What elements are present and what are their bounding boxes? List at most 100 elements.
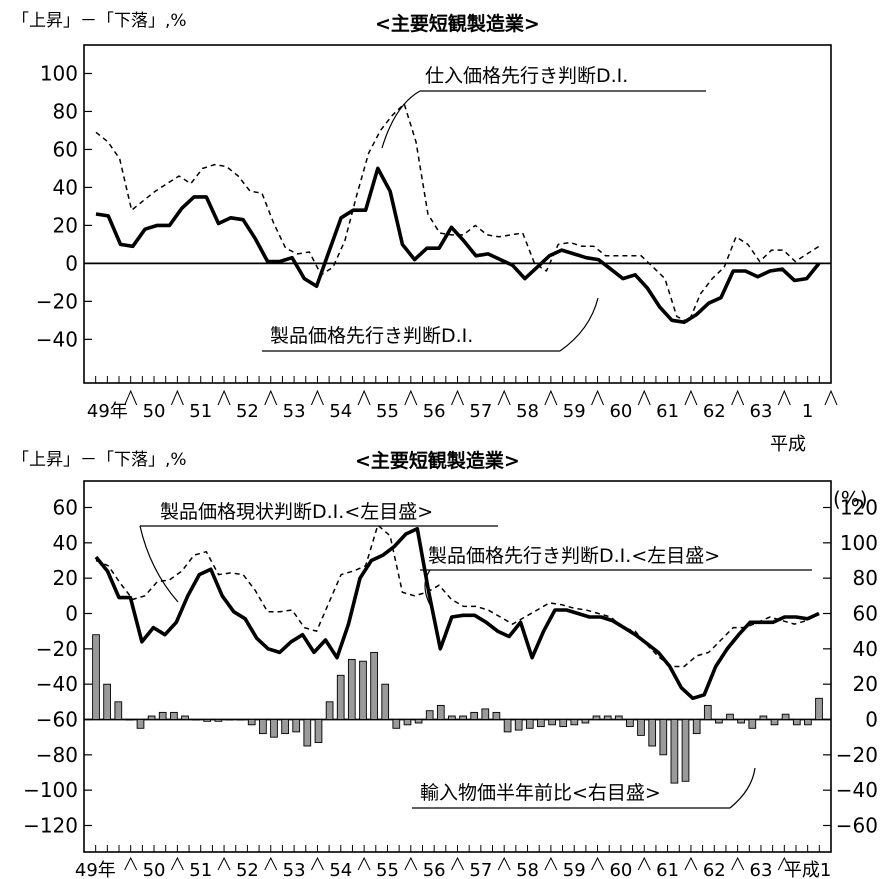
import-price-bar [414,719,423,724]
bottom-bars-group [92,634,823,784]
bottom-y-left-tick-label: −80 [36,743,78,767]
import-price-bar [548,719,556,726]
import-price-bar [626,719,634,728]
import-price-bar [537,719,545,728]
top-x-tick-label: 58 [516,401,539,422]
bottom-x-tick-label: 56 [423,860,446,879]
top-y-tick-label: 20 [53,213,78,237]
bottom-y-left-tick-label: −20 [36,637,78,661]
bottom-x-tick-label: 54 [329,860,352,879]
bottom-y-right-tick-label: −60 [836,814,878,838]
import-price-bar [637,719,645,736]
annotation-current-price: 製品価格現状判断D.I.<左目盛> [160,501,433,523]
top-x-separator [591,389,605,406]
bottom-x-tick-label: 59 [563,860,586,879]
import-price-bar [459,715,467,720]
bottom-x-separator [497,856,511,871]
import-price-bar [603,715,612,720]
import-price-bar [715,719,723,724]
bottom-y-right-tick-label: −40 [836,778,878,802]
bottom-x-tick-label: 55 [376,860,399,879]
top-x-tick-label: 54 [329,401,352,422]
top-x-tick-label: 51 [189,401,212,422]
bottom-x-tick-label: 平成1 [784,860,831,879]
import-price-bar [359,660,367,720]
bottom-x-ticks: 49年 50 51 52 53 54 55 56 57 58 59 60 61 62 63 平成1 [75,845,832,879]
import-price-bar [737,719,745,724]
import-price-bar [681,719,690,782]
top-x-separator [637,389,651,406]
import-price-bar [325,701,334,720]
import-price-bar [804,719,812,726]
bottom-x-tick-label: 62 [703,860,726,879]
import-price-bar [748,719,757,729]
bottom-chart-ylabel: 「上昇」－「下落」,% [12,450,187,470]
import-price-bar [781,713,790,720]
bottom-y-right-tick-label: 40 [853,637,878,661]
import-price-bar [225,719,234,721]
bottom-y-left-tick-label: 60 [53,496,78,520]
bottom-x-tick-label: 52 [236,860,259,879]
top-y-tick-label: 80 [53,99,78,123]
top-y-tick-label: 100 [40,61,78,85]
bottom-x-separator [357,856,371,871]
annotation-purchase-leader [381,90,421,149]
import-price-bar [303,719,312,747]
top-y-ticks: 100 80 60 40 20 0 −20 −40 [36,61,831,351]
top-chart-title: <主要短観製造業> [375,12,540,35]
bottom-x-tick-label: 51 [189,860,212,879]
import-price-bar [281,719,289,735]
bottom-x-tick-label: 49年 [75,860,116,879]
bottom-x-tick-label: 50 [143,860,166,879]
import-price-bar [436,704,445,720]
import-price-bar [158,711,167,720]
import-price-bar [481,708,490,720]
import-price-bar [147,715,156,720]
import-price-bar [270,719,278,738]
bottom-x-separator [264,856,278,871]
import-price-bar [525,719,534,729]
bottom-x-tick-label: 61 [656,860,679,879]
bottom-y-left-tick-label: −60 [36,708,78,732]
bottom-x-tick-label: 60 [609,860,632,879]
import-price-bar [114,701,123,720]
bottom-x-tick-label: 63 [750,860,773,879]
import-price-bar [425,710,434,720]
top-x-separator [170,389,184,406]
top-y-tick-label: 40 [53,175,78,199]
bottom-series-group [94,524,820,701]
top-x-tick-label: 61 [656,401,679,422]
top-x-separator [264,389,278,406]
bottom-x-separator [637,856,651,871]
top-chart: 「上昇」－「下落」,% <主要短観製造業> 100 80 60 40 20 0 −20 −40… [12,11,838,455]
bottom-y-right-tick-label: −20 [836,743,878,767]
bottom-y-ticks: 60 40 20 0 −20 −40 −60 −80 −100 −120 120 100 80 60 40 2… [23,496,878,838]
top-x-tick-label: 49年 [87,401,128,422]
import-price-bar [370,651,378,720]
series-product-current-line [94,526,820,701]
bottom-y-right-tick-label: 60 [853,602,878,626]
bottom-chart-y2label: (%) [833,487,868,511]
bottom-y-right-tick-label: 0 [865,708,878,732]
import-price-bar [125,719,134,721]
annotation-purchase-price: 仕入価格先行き判断D.I. [425,65,628,87]
import-price-bar [792,719,801,726]
top-x-tick-label: 56 [423,401,446,422]
bottom-y-right-tick-label: 100 [840,531,878,555]
top-x-tick-label: 53 [283,401,306,422]
bottom-x-tick-label: 58 [516,860,539,879]
annotation-import-price: 輸入物価半年前比<右目盛> [420,782,661,804]
bottom-chart-title: <主要短観製造業> [355,449,520,472]
import-price-bar [815,697,823,720]
annotation-outlook-price: 製品価格先行き判断D.I.<左目盛> [428,545,720,567]
top-x-separator [684,389,698,406]
top-x-separator [544,389,558,406]
annotation-current-leader [139,525,179,603]
top-x-tick-label: 1 [802,401,813,422]
bottom-y-left-tick-label: −120 [23,814,78,838]
bottom-x-separator [124,856,138,871]
top-y-tick-label: −40 [36,327,78,351]
import-price-bar [181,715,189,720]
import-price-bar [392,719,401,729]
